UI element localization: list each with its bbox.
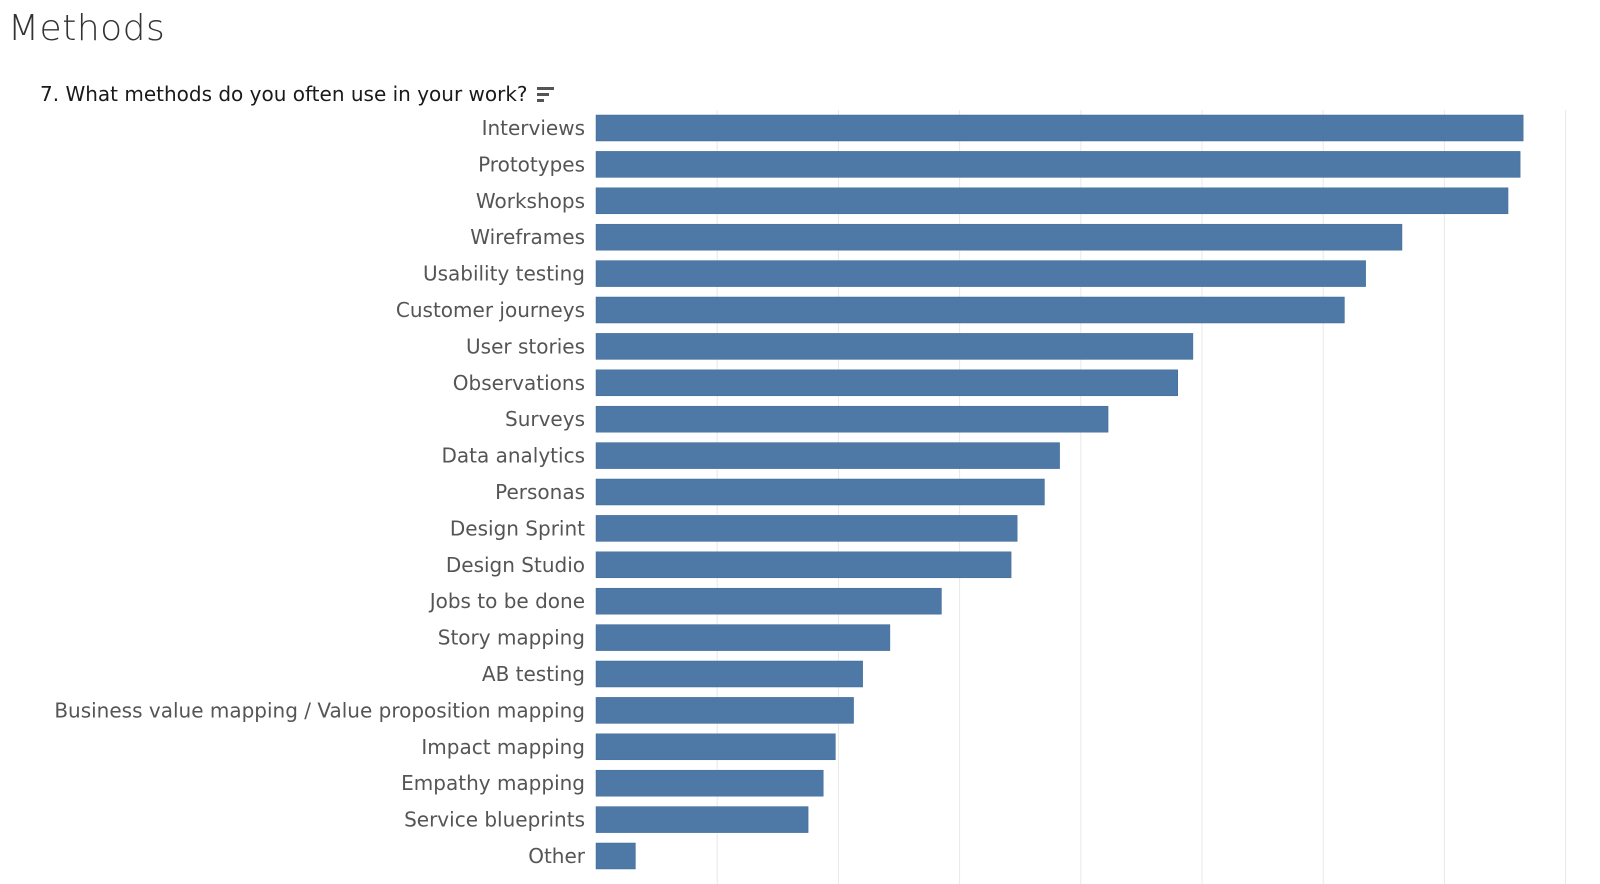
- bar[interactable]: [595, 806, 809, 833]
- bar[interactable]: [595, 151, 1521, 178]
- bar[interactable]: [595, 223, 1403, 251]
- category-label: Other: [528, 844, 586, 868]
- bars: [595, 114, 1524, 870]
- bar[interactable]: [595, 405, 1109, 433]
- category-label: Workshops: [476, 189, 585, 213]
- bar[interactable]: [595, 442, 1060, 469]
- category-label: Wireframes: [470, 225, 585, 249]
- bar[interactable]: [595, 551, 1012, 579]
- category-label: Interviews: [482, 116, 585, 140]
- question-title: 7. What methods do you often use in your…: [40, 82, 528, 106]
- bar[interactable]: [595, 660, 863, 688]
- category-label: Empathy mapping: [401, 771, 585, 795]
- category-label: Impact mapping: [421, 735, 585, 759]
- page-title: Methods: [8, 8, 166, 49]
- category-labels: Interviews Prototypes Workshops Wireframes U…: [54, 116, 585, 868]
- category-label: Observations: [453, 371, 585, 395]
- sort-descending-icon[interactable]: [536, 84, 556, 104]
- bar[interactable]: [595, 187, 1509, 215]
- category-label: Prototypes: [478, 152, 585, 176]
- category-label: Design Sprint: [450, 516, 585, 540]
- category-label: Usability testing: [423, 262, 585, 286]
- category-label: Personas: [495, 480, 585, 504]
- bar[interactable]: [595, 587, 942, 615]
- bar[interactable]: [595, 624, 891, 651]
- category-label: Service blueprints: [404, 808, 585, 832]
- bar[interactable]: [595, 296, 1345, 324]
- bar[interactable]: [595, 114, 1524, 142]
- category-label: AB testing: [482, 662, 585, 686]
- bar[interactable]: [595, 842, 636, 870]
- category-label: Jobs to be done: [428, 589, 585, 613]
- bar[interactable]: [595, 769, 824, 797]
- question-header: 7. What methods do you often use in your…: [40, 80, 556, 108]
- bar[interactable]: [595, 733, 836, 761]
- bar[interactable]: [595, 260, 1366, 287]
- category-label: Story mapping: [438, 626, 585, 650]
- category-label: Data analytics: [441, 444, 585, 468]
- category-label: Surveys: [505, 407, 585, 431]
- bar[interactable]: [595, 369, 1179, 397]
- category-label: User stories: [466, 334, 585, 358]
- category-label: Design Studio: [446, 553, 585, 577]
- bar[interactable]: [595, 333, 1194, 360]
- bar[interactable]: [595, 697, 854, 724]
- category-label: Customer journeys: [396, 298, 585, 322]
- bar[interactable]: [595, 478, 1045, 506]
- category-label: Business value mapping / Value propositi…: [54, 698, 585, 722]
- bar[interactable]: [595, 515, 1018, 542]
